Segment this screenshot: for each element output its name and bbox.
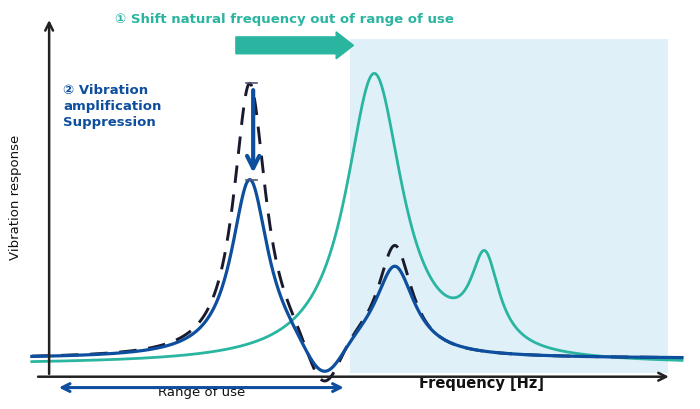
Bar: [350, 40, 668, 373]
Text: ② Vibration
amplification
Suppression: ② Vibration amplification Suppression: [63, 84, 161, 129]
Text: Range of use: Range of use: [158, 384, 245, 398]
Bar: [350, 44, 610, 373]
Text: Frequency [Hz]: Frequency [Hz]: [419, 375, 544, 390]
FancyArrow shape: [236, 33, 354, 60]
Text: ① Shift natural frequency out of range of use: ① Shift natural frequency out of range o…: [115, 13, 454, 26]
Text: Vibration response: Vibration response: [9, 134, 22, 259]
